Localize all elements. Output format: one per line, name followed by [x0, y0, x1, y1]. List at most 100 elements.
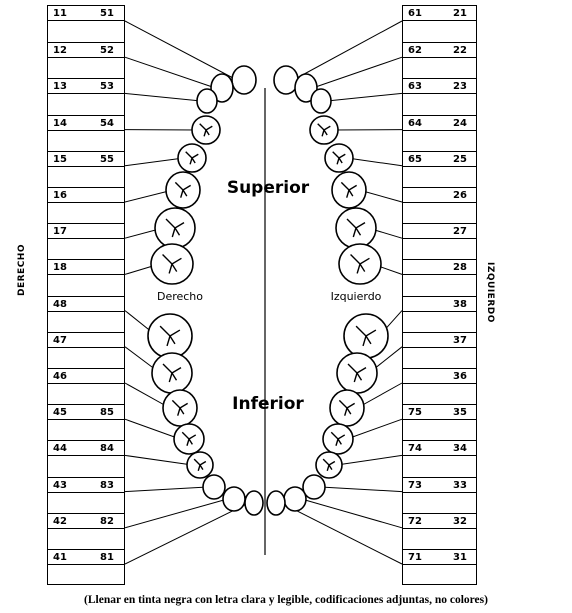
- tooth-icon: [315, 451, 343, 479]
- primary-tooth-number: 61: [408, 8, 422, 19]
- tooth-icon: [329, 389, 365, 427]
- tooth-icon: [191, 115, 221, 145]
- tooth-row-28[interactable]: 28: [403, 259, 476, 295]
- row-separator: [403, 202, 476, 203]
- tooth-row-11[interactable]: 11 51: [48, 6, 124, 42]
- row-separator: [403, 455, 476, 457]
- tooth-table-left-side: 61 21 62 22 63 23 64 24 65 25 26 27 28 38 37 36 75 35 74 34…: [402, 5, 477, 585]
- tooth-row-13[interactable]: 13 53: [48, 78, 124, 114]
- tooth-row-47[interactable]: 47: [48, 331, 124, 368]
- tooth-row-18[interactable]: 18: [48, 259, 124, 295]
- permanent-tooth-number: 37: [453, 334, 467, 346]
- row-separator: [48, 346, 124, 348]
- tooth-row-15[interactable]: 15 55: [48, 150, 124, 187]
- permanent-tooth-number: 16: [53, 190, 67, 201]
- tooth-icon: [343, 313, 389, 359]
- tooth-row-31[interactable]: 71 31: [403, 549, 476, 585]
- tooth-row-16[interactable]: 16: [48, 187, 124, 223]
- instructions-footer: (Llenar en tinta negra con letra clara y…: [84, 594, 488, 606]
- permanent-tooth-number: 26: [453, 190, 467, 201]
- permanent-tooth-number: 44: [53, 443, 67, 455]
- tooth-row-12[interactable]: 12 52: [48, 42, 124, 78]
- tooth-icon: [302, 474, 326, 500]
- tooth-icon: [322, 423, 354, 455]
- tooth-row-42[interactable]: 42 82: [48, 512, 124, 549]
- tooth-row-23[interactable]: 63 23: [403, 78, 476, 114]
- permanent-tooth-number: 21: [453, 8, 467, 19]
- tooth-row-22[interactable]: 62 22: [403, 42, 476, 78]
- tooth-icon: [266, 490, 286, 516]
- leader-line: [326, 92, 403, 102]
- tooth-row-36[interactable]: 36: [403, 368, 476, 404]
- row-separator: [48, 455, 124, 457]
- row-separator: [48, 20, 124, 21]
- primary-tooth-number: 74: [408, 443, 422, 455]
- permanent-tooth-number: 42: [53, 515, 67, 527]
- tooth-icon: [150, 243, 194, 285]
- primary-tooth-number: 73: [408, 479, 422, 491]
- tooth-icon: [231, 65, 257, 95]
- row-separator: [48, 383, 124, 384]
- tooth-row-21[interactable]: 61 21: [403, 6, 476, 42]
- tooth-row-34[interactable]: 74 34: [403, 440, 476, 476]
- row-separator: [403, 20, 476, 21]
- tooth-row-32[interactable]: 72 32: [403, 512, 476, 549]
- label-superior: Superior: [227, 178, 310, 198]
- tooth-row-24[interactable]: 64 24: [403, 114, 476, 151]
- permanent-tooth-number: 12: [53, 45, 67, 57]
- row-separator: [403, 310, 476, 312]
- leader-line: [124, 486, 208, 493]
- tooth-row-25[interactable]: 65 25: [403, 150, 476, 187]
- primary-tooth-number: 51: [100, 8, 114, 19]
- leader-line: [356, 382, 403, 409]
- tooth-icon: [177, 143, 207, 173]
- primary-tooth-number: 65: [408, 153, 422, 165]
- tooth-table-right-side: 11 51 12 52 13 53 14 54 15 55 16 17 18 48 47 46 45 85 44 84…: [47, 5, 125, 585]
- permanent-tooth-number: 13: [53, 81, 67, 93]
- permanent-tooth-number: 43: [53, 479, 67, 491]
- primary-tooth-number: 54: [100, 117, 114, 129]
- tooth-row-38[interactable]: 38: [403, 295, 476, 332]
- leader-line: [292, 20, 403, 81]
- tooth-row-33[interactable]: 73 33: [403, 476, 476, 513]
- tooth-row-45[interactable]: 45 85: [48, 404, 124, 440]
- primary-tooth-number: 75: [408, 407, 422, 419]
- tooth-row-27[interactable]: 27: [403, 223, 476, 259]
- leader-line: [301, 498, 403, 529]
- tooth-icon: [196, 88, 218, 114]
- permanent-tooth-number: 18: [53, 262, 67, 274]
- permanent-tooth-number: 45: [53, 407, 67, 419]
- tooth-row-14[interactable]: 14 54: [48, 114, 124, 151]
- row-separator: [403, 527, 476, 529]
- row-separator: [48, 165, 124, 167]
- leader-line: [124, 92, 202, 102]
- permanent-tooth-number: 23: [453, 81, 467, 93]
- leader-line: [320, 486, 403, 493]
- leader-line: [124, 454, 193, 466]
- tooth-row-35[interactable]: 75 35: [403, 404, 476, 440]
- tooth-row-26[interactable]: 26: [403, 187, 476, 223]
- tooth-row-41[interactable]: 41 81: [48, 549, 124, 585]
- primary-tooth-number: 53: [100, 81, 114, 93]
- tooth-icon: [309, 115, 339, 145]
- tooth-icon: [173, 423, 205, 455]
- row-separator: [403, 274, 476, 276]
- tooth-row-46[interactable]: 46: [48, 368, 124, 404]
- tooth-row-37[interactable]: 37: [403, 331, 476, 368]
- primary-tooth-number: 84: [100, 443, 114, 455]
- leader-line: [124, 189, 173, 203]
- row-separator: [48, 491, 124, 493]
- tooth-row-17[interactable]: 17: [48, 223, 124, 259]
- tooth-row-44[interactable]: 44 84: [48, 440, 124, 476]
- leader-line: [124, 157, 184, 167]
- permanent-tooth-number: 46: [53, 371, 67, 382]
- tooth-icon: [244, 490, 264, 516]
- tooth-icon: [331, 171, 367, 209]
- permanent-tooth-number: 11: [53, 8, 67, 19]
- tooth-row-48[interactable]: 48: [48, 295, 124, 332]
- row-separator: [48, 93, 124, 95]
- primary-tooth-number: 82: [100, 515, 114, 527]
- row-separator: [403, 165, 476, 167]
- tooth-row-43[interactable]: 43 83: [48, 476, 124, 513]
